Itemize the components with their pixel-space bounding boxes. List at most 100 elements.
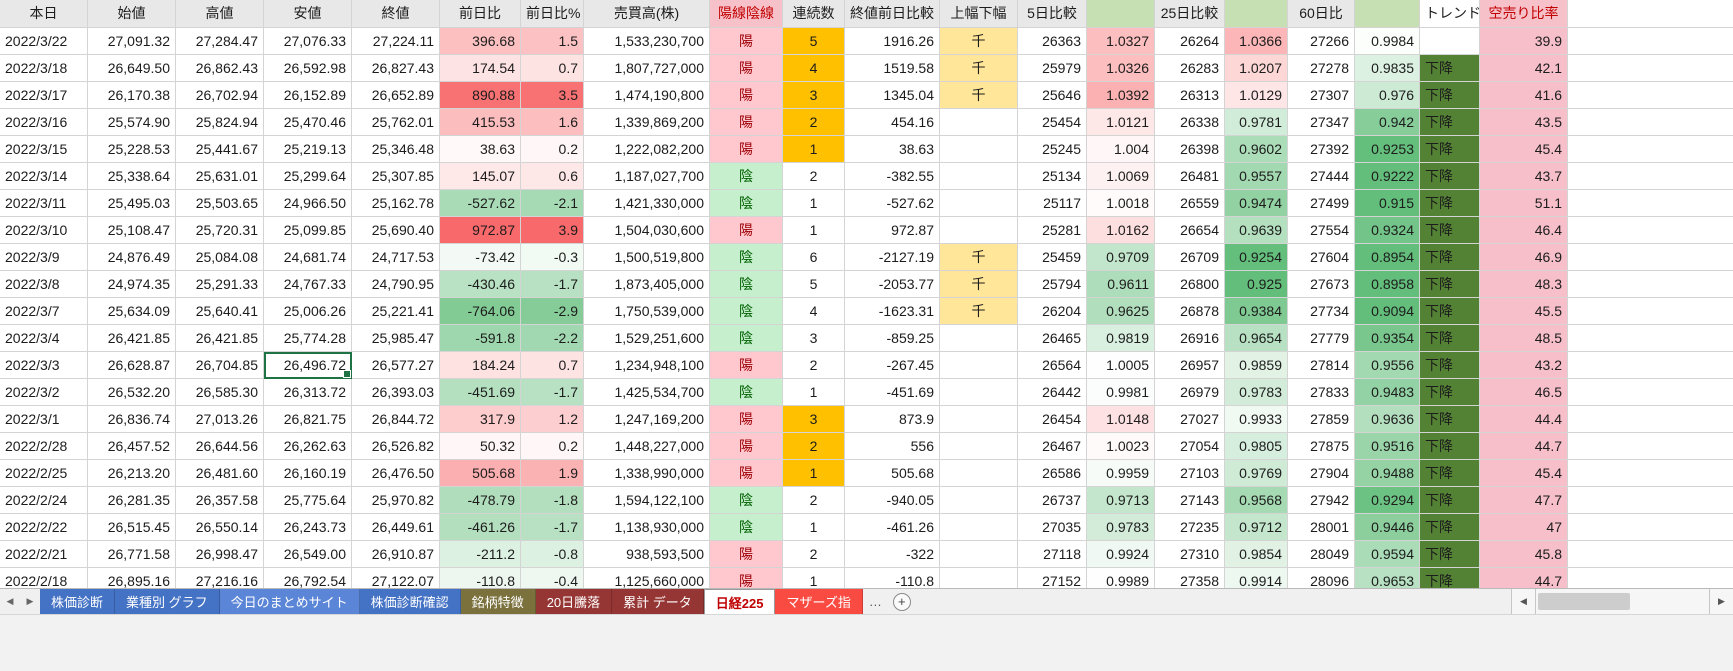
cell-close[interactable]: 25,307.85	[352, 163, 440, 190]
cell-low[interactable]: 26,592.98	[264, 55, 352, 82]
cell-low[interactable]: 25,470.46	[264, 109, 352, 136]
cell-high[interactable]: 25,503.65	[176, 190, 264, 217]
cell-date[interactable]: 2022/3/2	[0, 379, 88, 406]
cell-close[interactable]: 26,449.61	[352, 514, 440, 541]
tabs-scroll-right-icon[interactable]: ▶	[26, 596, 34, 606]
cell-close_cmp[interactable]: 972.87	[845, 217, 940, 244]
cell-open[interactable]: 26,895.16	[88, 568, 176, 588]
empty-cell[interactable]	[1568, 244, 1733, 271]
cell-high[interactable]: 25,640.41	[176, 298, 264, 325]
cell-trend[interactable]: 下降	[1420, 568, 1480, 588]
cell-change_pct[interactable]: 0.2	[521, 136, 584, 163]
cell-d25_ratio[interactable]: 0.925	[1225, 271, 1288, 298]
cell-short_ratio[interactable]: 43.2	[1480, 352, 1568, 379]
cell-low[interactable]: 27,076.33	[264, 28, 352, 55]
cell-d60[interactable]: 27499	[1288, 190, 1355, 217]
empty-cell[interactable]	[1568, 82, 1733, 109]
cell-short_ratio[interactable]: 45.4	[1480, 136, 1568, 163]
cell-d5[interactable]: 26737	[1018, 487, 1087, 514]
cell-trend[interactable]: 下降	[1420, 379, 1480, 406]
cell-d5[interactable]: 27118	[1018, 541, 1087, 568]
cell-change[interactable]: -591.8	[440, 325, 521, 352]
cell-close_cmp[interactable]: 505.68	[845, 460, 940, 487]
cell-high[interactable]: 26,862.43	[176, 55, 264, 82]
cell-close[interactable]: 27,224.11	[352, 28, 440, 55]
cell-close[interactable]: 25,221.41	[352, 298, 440, 325]
cell-volume[interactable]: 1,222,082,200	[584, 136, 710, 163]
cell-d5[interactable]: 25459	[1018, 244, 1087, 271]
cell-low[interactable]: 26,262.63	[264, 433, 352, 460]
cell-change_pct[interactable]: 1.9	[521, 460, 584, 487]
column-header-low[interactable]: 安値	[264, 0, 352, 28]
cell-open[interactable]: 25,634.09	[88, 298, 176, 325]
cell-close_cmp[interactable]: -940.05	[845, 487, 940, 514]
horizontal-scrollbar[interactable]: ◀ ▶	[1511, 589, 1733, 614]
cell-date[interactable]: 2022/3/11	[0, 190, 88, 217]
cell-d60_ratio[interactable]: 0.8954	[1355, 244, 1420, 271]
cell-short_ratio[interactable]: 48.5	[1480, 325, 1568, 352]
cell-change[interactable]: -764.06	[440, 298, 521, 325]
cell-streak[interactable]: 6	[783, 244, 845, 271]
cell-d5_ratio[interactable]: 1.0148	[1087, 406, 1155, 433]
cell-width_flag[interactable]	[940, 217, 1018, 244]
cell-d60[interactable]: 27554	[1288, 217, 1355, 244]
cell-volume[interactable]: 1,425,534,700	[584, 379, 710, 406]
cell-d60[interactable]: 27266	[1288, 28, 1355, 55]
cell-close_cmp[interactable]: -382.55	[845, 163, 940, 190]
cell-width_flag[interactable]	[940, 433, 1018, 460]
cell-high[interactable]: 27,013.26	[176, 406, 264, 433]
cell-date[interactable]: 2022/3/1	[0, 406, 88, 433]
cell-streak[interactable]: 3	[783, 325, 845, 352]
column-header-d60_ratio[interactable]	[1355, 0, 1420, 28]
cell-width_flag[interactable]	[940, 352, 1018, 379]
cell-d5_ratio[interactable]: 0.9611	[1087, 271, 1155, 298]
cell-high[interactable]: 25,824.94	[176, 109, 264, 136]
cell-d5_ratio[interactable]: 1.0069	[1087, 163, 1155, 190]
cell-streak[interactable]: 5	[783, 28, 845, 55]
cell-close_cmp[interactable]: 1916.26	[845, 28, 940, 55]
cell-d60[interactable]: 27444	[1288, 163, 1355, 190]
cell-d5_ratio[interactable]: 0.9989	[1087, 568, 1155, 588]
empty-cell[interactable]	[1568, 433, 1733, 460]
cell-width_flag[interactable]: 千	[940, 271, 1018, 298]
cell-change[interactable]: 415.53	[440, 109, 521, 136]
column-header-streak[interactable]: 連続数	[783, 0, 845, 28]
column-header-change_pct[interactable]: 前日比%	[521, 0, 584, 28]
cell-d60_ratio[interactable]: 0.9984	[1355, 28, 1420, 55]
cell-change[interactable]: 50.32	[440, 433, 521, 460]
cell-candle[interactable]: 陽	[710, 217, 783, 244]
cell-d5[interactable]: 25794	[1018, 271, 1087, 298]
empty-cell[interactable]	[1568, 217, 1733, 244]
cell-date[interactable]: 2022/2/21	[0, 541, 88, 568]
cell-trend[interactable]: 下降	[1420, 325, 1480, 352]
cell-volume[interactable]: 1,421,330,000	[584, 190, 710, 217]
cell-close_cmp[interactable]: -110.8	[845, 568, 940, 588]
cell-change[interactable]: 38.63	[440, 136, 521, 163]
cell-close_cmp[interactable]: -1623.31	[845, 298, 940, 325]
column-header-d25_ratio[interactable]	[1225, 0, 1288, 28]
cell-d25[interactable]: 27235	[1155, 514, 1225, 541]
cell-width_flag[interactable]	[940, 514, 1018, 541]
cell-streak[interactable]: 2	[783, 541, 845, 568]
cell-d60_ratio[interactable]: 0.9094	[1355, 298, 1420, 325]
cell-change_pct[interactable]: 3.9	[521, 217, 584, 244]
cell-change_pct[interactable]: 1.6	[521, 109, 584, 136]
cell-d60_ratio[interactable]: 0.9636	[1355, 406, 1420, 433]
cell-d5[interactable]: 26204	[1018, 298, 1087, 325]
cell-change[interactable]: 184.24	[440, 352, 521, 379]
cell-trend[interactable]: 下降	[1420, 460, 1480, 487]
cell-d60[interactable]: 27942	[1288, 487, 1355, 514]
cell-change[interactable]: 890.88	[440, 82, 521, 109]
cell-change_pct[interactable]: -2.9	[521, 298, 584, 325]
column-header-change[interactable]: 前日比	[440, 0, 521, 28]
cell-change[interactable]: 505.68	[440, 460, 521, 487]
cell-low[interactable]: 25,219.13	[264, 136, 352, 163]
cell-width_flag[interactable]: 千	[940, 55, 1018, 82]
cell-d5[interactable]: 26442	[1018, 379, 1087, 406]
cell-low[interactable]: 25,099.85	[264, 217, 352, 244]
cell-trend[interactable]: 下降	[1420, 163, 1480, 190]
cell-close[interactable]: 25,346.48	[352, 136, 440, 163]
cell-d25[interactable]: 26481	[1155, 163, 1225, 190]
cell-d60_ratio[interactable]: 0.9488	[1355, 460, 1420, 487]
empty-cell[interactable]	[1568, 514, 1733, 541]
